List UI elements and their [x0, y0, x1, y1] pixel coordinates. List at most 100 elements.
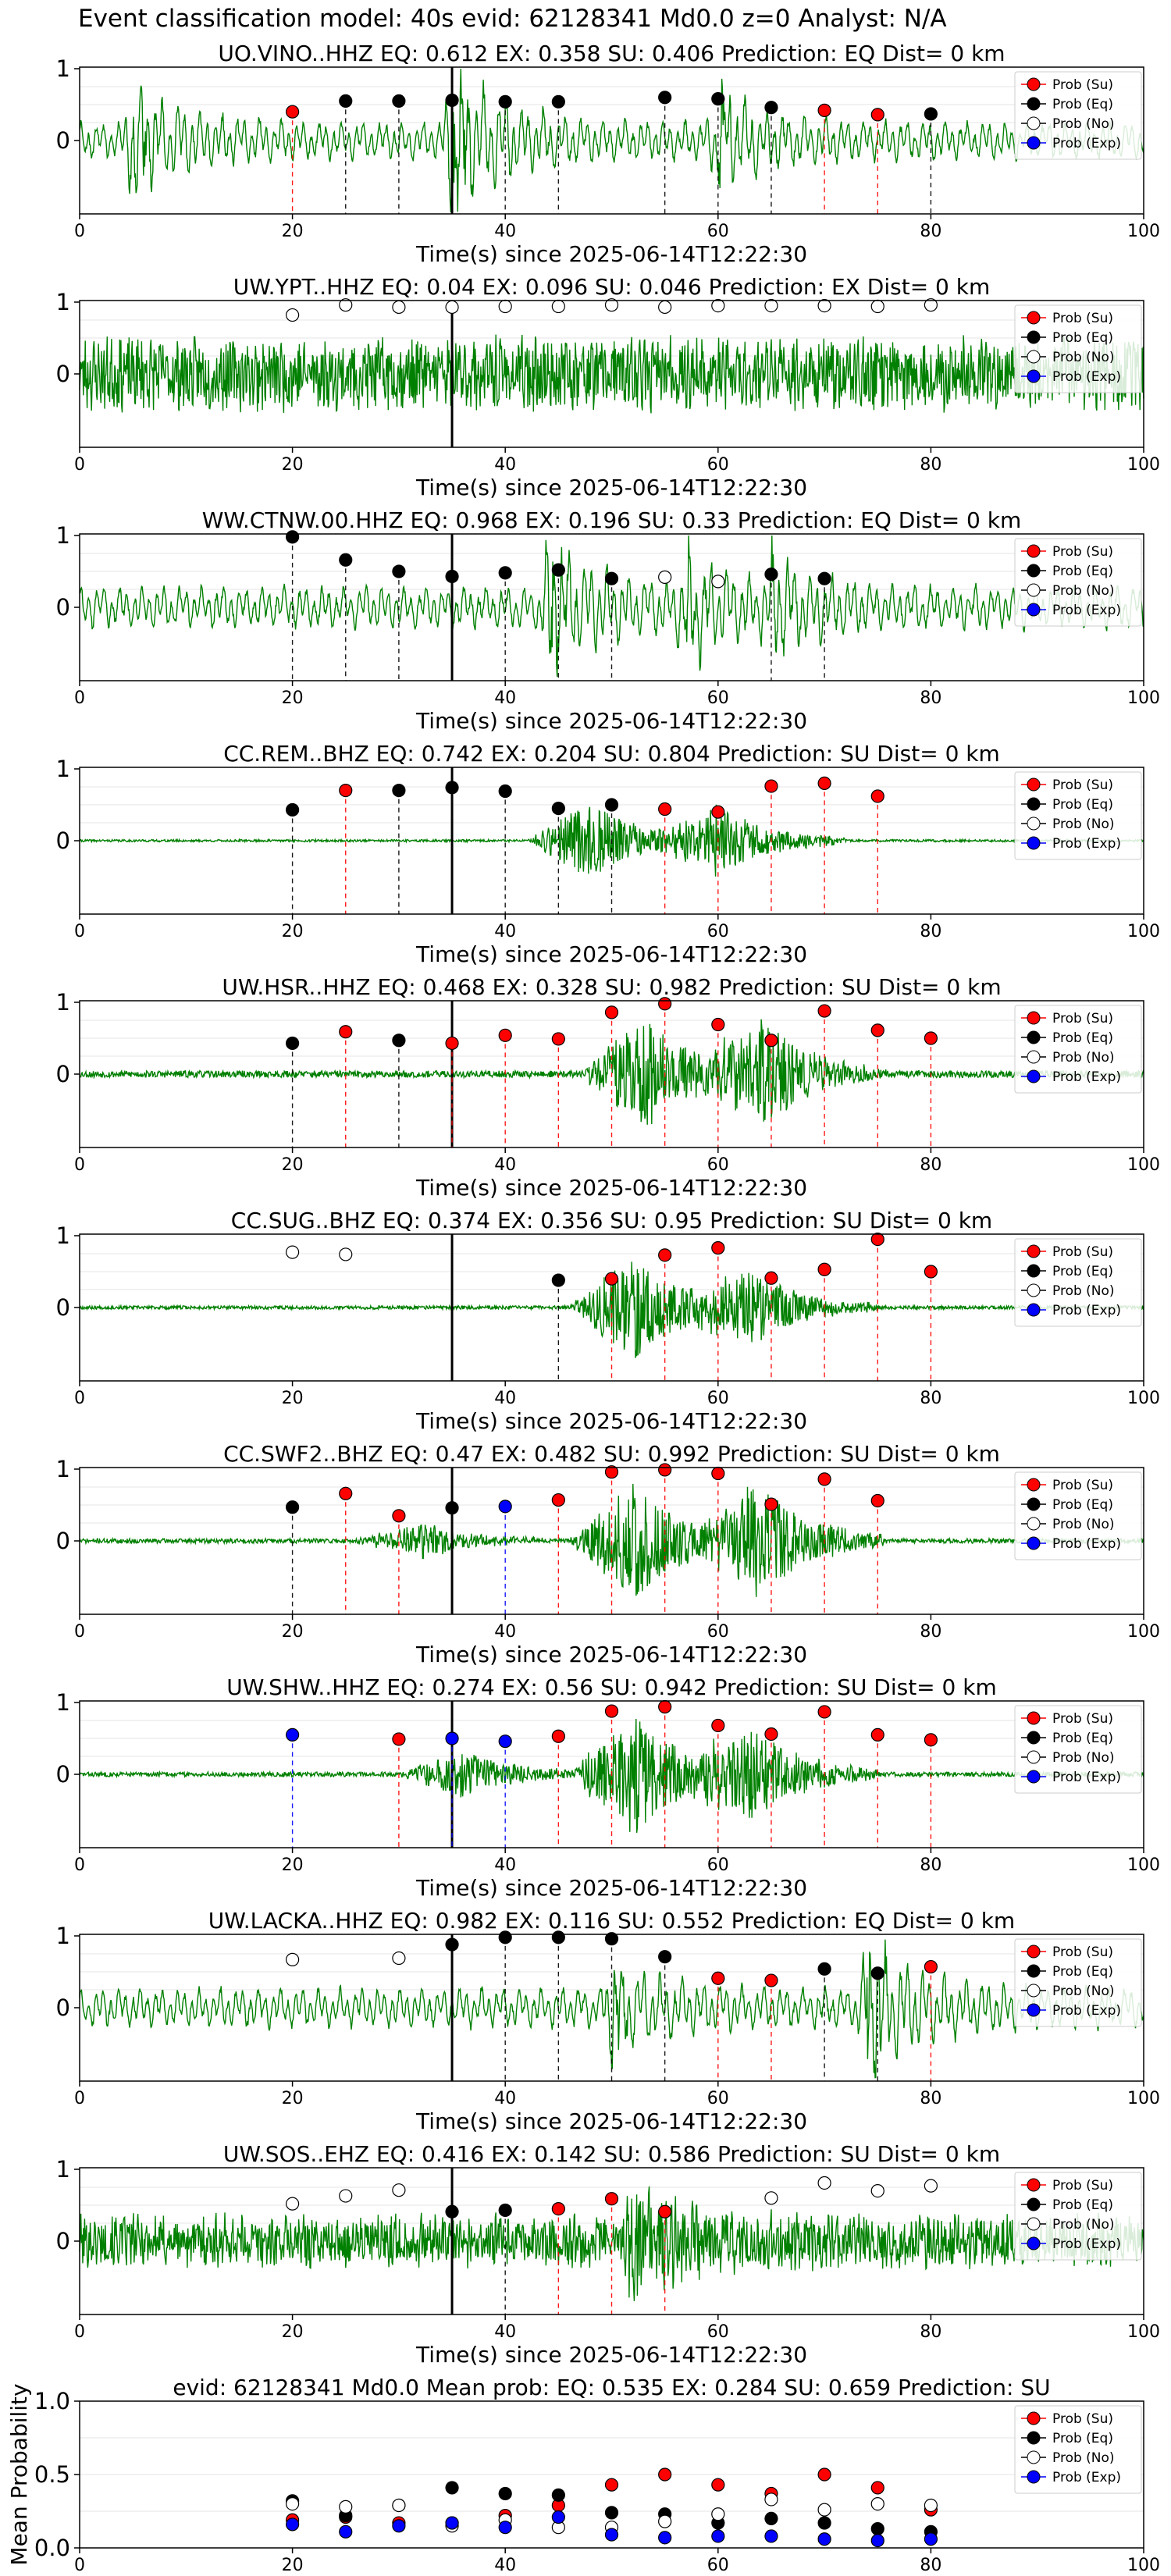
probability-point-no	[764, 2191, 778, 2205]
legend-label-su: Prob (Su)	[1052, 1944, 1113, 1960]
probability-point-eq	[392, 564, 406, 578]
legend-marker-su	[1027, 777, 1041, 792]
x-tick-label: 100	[1127, 1622, 1160, 1642]
x-tick-label: 100	[1127, 1389, 1160, 1408]
probability-point-eq	[498, 94, 512, 109]
probability-point-eq	[286, 802, 300, 817]
probability-point-eq	[551, 1930, 565, 1944]
probability-point-su	[339, 1486, 353, 1500]
x-tick-label: 100	[1127, 222, 1160, 241]
probability-point-eq	[604, 798, 619, 812]
probability-point-eq	[498, 2203, 512, 2218]
probability-point-su	[924, 1959, 938, 1974]
legend-marker-su	[1027, 1711, 1041, 1725]
y-tick-label: 1	[56, 522, 70, 549]
legend-label-eq: Prob (Eq)	[1052, 1731, 1113, 1746]
probability-point-eq	[445, 2204, 459, 2218]
x-tick-label: 60	[707, 2322, 729, 2342]
x-tick-label: 40	[494, 1856, 516, 1875]
y-tick-label: 1	[56, 756, 70, 782]
legend-label-exp: Prob (Exp)	[1052, 2236, 1121, 2252]
y-tick-label: 0	[56, 1528, 70, 1554]
probability-point-su	[551, 1493, 565, 1507]
x-tick-label: 0	[74, 1856, 85, 1875]
probability-point-eq	[764, 101, 778, 115]
legend-marker-su	[1027, 1478, 1041, 1492]
y-tick-label: 0	[56, 2228, 70, 2254]
probability-point-su	[711, 1241, 725, 1255]
x-tick-label: 20	[282, 1389, 304, 1408]
x-tick-label: 100	[1127, 455, 1160, 475]
y-tick-label: 1	[56, 1456, 70, 1482]
panel-title: UO.VINO..HHZ EQ: 0.612 EX: 0.358 SU: 0.4…	[218, 41, 1005, 66]
probability-point-no	[711, 575, 725, 589]
legend-marker-eq	[1027, 2431, 1041, 2445]
probability-point-su	[498, 1028, 512, 1042]
probability-point-su	[870, 1023, 884, 1037]
x-tick-label: 80	[920, 1622, 941, 1642]
probability-point-eq	[551, 1273, 565, 1287]
legend-label-eq: Prob (Eq)	[1052, 330, 1113, 346]
x-tick-label: 80	[920, 2556, 941, 2575]
x-tick-label: 60	[707, 688, 729, 708]
x-tick-label: 80	[920, 1155, 941, 1175]
y-tick-label: 0	[56, 1761, 70, 1788]
legend-marker-no	[1027, 1283, 1041, 1297]
legend: Prob (Su) Prob (Eq) Prob (No) Prob (Exp)	[1014, 304, 1142, 393]
mean-point-exp	[924, 2532, 938, 2546]
probability-point-eq	[817, 571, 831, 585]
probability-point-no	[551, 299, 565, 314]
probability-point-no	[870, 299, 884, 314]
mean-point-exp	[604, 2528, 619, 2542]
probability-point-su	[817, 1004, 831, 1018]
x-tick-label: 40	[494, 922, 516, 941]
probability-point-su	[658, 802, 672, 817]
legend-marker-eq	[1027, 1731, 1041, 1745]
x-tick-label: 100	[1127, 1856, 1160, 1875]
mean-point-exp	[711, 2529, 725, 2543]
mean-point-exp	[339, 2524, 353, 2539]
legend-label-eq: Prob (Eq)	[1052, 1497, 1113, 1513]
mean-point-no	[286, 2497, 300, 2511]
probability-point-su	[764, 1034, 778, 1048]
probability-point-exp	[498, 1735, 512, 1749]
probability-point-su	[445, 1036, 459, 1051]
x-tick-label: 100	[1127, 1155, 1160, 1175]
waveform-trace	[79, 1019, 1144, 1125]
legend: Prob (Su) Prob (Eq) Prob (No) Prob (Exp)	[1014, 1938, 1142, 2027]
x-tick-label: 60	[707, 922, 729, 941]
legend-label-su: Prob (Su)	[1052, 2411, 1113, 2427]
legend-marker-su	[1027, 1011, 1041, 1025]
legend-marker-no	[1027, 116, 1041, 130]
legend-label-exp: Prob (Exp)	[1052, 603, 1121, 618]
legend-marker-no	[1027, 2450, 1041, 2464]
panel-title: UW.SOS..EHZ EQ: 0.416 EX: 0.142 SU: 0.58…	[223, 2141, 1000, 2167]
probability-point-su	[924, 1733, 938, 1747]
probability-point-eq	[392, 783, 406, 798]
probability-point-no	[764, 299, 778, 313]
legend-label-eq: Prob (Eq)	[1052, 97, 1113, 112]
x-axis-label: Time(s) since 2025-06-14T12:22:30	[415, 1175, 807, 1201]
legend-label-exp: Prob (Exp)	[1052, 836, 1121, 852]
station-panel: WW.CTNW.00.HHZ EQ: 0.968 EX: 0.196 SU: 0…	[56, 507, 1160, 734]
probability-point-eq	[392, 94, 406, 108]
probability-point-su	[817, 1262, 831, 1276]
probability-point-su	[870, 789, 884, 803]
probability-point-su	[817, 103, 831, 117]
legend-box	[1014, 1005, 1142, 1094]
y-tick-label: 0	[56, 127, 70, 154]
probability-point-su	[551, 2202, 565, 2216]
x-tick-label: 20	[282, 688, 304, 708]
legend-label-eq: Prob (Eq)	[1052, 564, 1113, 579]
legend-marker-eq	[1027, 2197, 1041, 2211]
probability-point-no	[924, 298, 938, 312]
mean-point-su	[817, 2467, 831, 2482]
x-tick-label: 20	[282, 2322, 304, 2342]
legend-marker-exp	[1027, 603, 1041, 617]
mean-point-eq	[445, 2481, 459, 2495]
legend-marker-eq	[1027, 330, 1041, 344]
legend-label-su: Prob (Su)	[1052, 1711, 1113, 1727]
mean-point-su	[604, 2478, 619, 2492]
legend-label-exp: Prob (Exp)	[1052, 2470, 1121, 2485]
panel-title: CC.REM..BHZ EQ: 0.742 EX: 0.204 SU: 0.80…	[223, 741, 1000, 767]
